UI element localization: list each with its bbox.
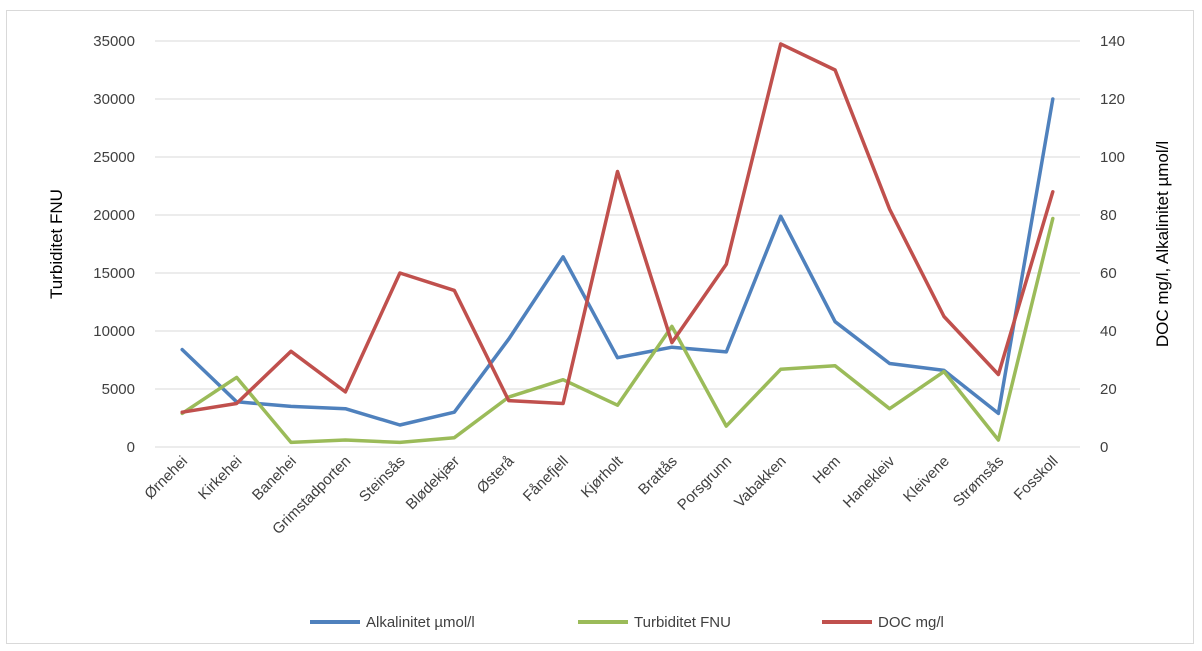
left-axis-title: Turbiditet FNU: [47, 189, 66, 299]
left-tick-label: 20000: [93, 207, 135, 224]
category-label: Østerå: [474, 452, 518, 496]
right-tick-label: 40: [1100, 323, 1117, 340]
series-line-1: [180, 216, 1055, 445]
series-line-2: [180, 42, 1055, 414]
right-tick-label: 120: [1100, 91, 1125, 108]
series-line-0: [180, 97, 1055, 427]
category-label: Hanekleiv: [840, 452, 899, 511]
legend-label: DOC mg/l: [878, 614, 944, 631]
left-tick-label: 5000: [102, 381, 135, 398]
category-label: Porsgrunn: [674, 453, 735, 514]
right-tick-label: 140: [1100, 33, 1125, 50]
category-label: Blødekjær: [403, 453, 463, 513]
right-axis-title: DOC mg/l, Alkalinitet µmol/l: [1153, 141, 1172, 347]
category-label: Hem: [810, 453, 844, 487]
series-lines: [180, 42, 1055, 445]
left-tick-label: 25000: [93, 149, 135, 166]
category-label: Kjørholt: [578, 452, 627, 501]
legend-label: Turbiditet FNU: [634, 614, 731, 631]
category-label: Banehei: [249, 453, 300, 504]
category-label: Vabakken: [731, 453, 789, 511]
left-tick-label: 10000: [93, 323, 135, 340]
left-tick-label: 35000: [93, 33, 135, 50]
category-label: Kleivene: [900, 453, 953, 506]
left-tick-label: 30000: [93, 91, 135, 108]
category-label: Fånefjell: [520, 453, 572, 505]
right-axis-ticks: 0 20 40 60 80 100 120 140: [1100, 33, 1125, 456]
left-tick-label: 15000: [93, 265, 135, 282]
right-tick-label: 20: [1100, 381, 1117, 398]
gridlines: [155, 40, 1080, 448]
left-tick-label: 0: [127, 439, 135, 456]
legend: Alkalinitet µmol/l Turbiditet FNU DOC mg/l: [310, 614, 944, 631]
left-axis-ticks: 0 5000 10000 15000 20000 25000 30000 35000: [93, 33, 135, 456]
category-label: Brattås: [635, 453, 681, 499]
right-tick-label: 80: [1100, 207, 1117, 224]
category-label: Ørnehei: [141, 453, 191, 503]
category-label: Steinsås: [356, 453, 409, 506]
right-tick-label: 60: [1100, 265, 1117, 282]
right-tick-label: 100: [1100, 149, 1125, 166]
legend-label: Alkalinitet µmol/l: [366, 614, 475, 631]
category-label: Kirkehei: [195, 453, 245, 503]
category-label: Fosskoll: [1011, 453, 1062, 504]
right-tick-label: 0: [1100, 439, 1108, 456]
category-label: Strømsås: [950, 453, 1007, 510]
